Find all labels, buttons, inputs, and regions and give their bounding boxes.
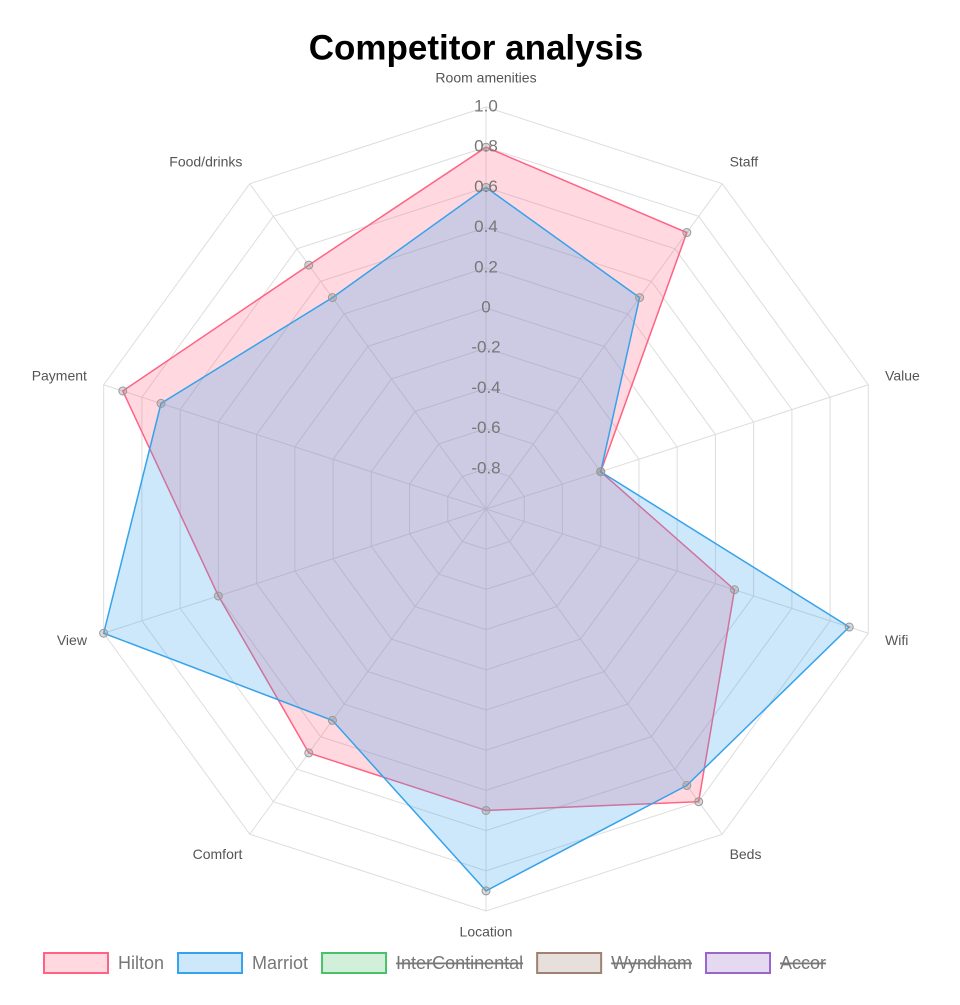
r-tick-label: 0.6	[474, 177, 498, 196]
legend-label: Marriot	[252, 953, 308, 973]
angle-line	[249, 508, 487, 835]
data-point	[304, 260, 314, 270]
series-area	[121, 146, 736, 812]
data-point	[99, 628, 109, 638]
axis-label: View	[57, 632, 88, 648]
series-area	[102, 186, 851, 892]
data-point	[730, 585, 740, 595]
angle-line	[103, 384, 487, 510]
chart-title: Competitor analysis	[309, 28, 644, 67]
legend-label: Wyndham	[611, 953, 692, 973]
axis-label: Payment	[32, 367, 87, 383]
legend-label: InterContinental	[396, 953, 523, 973]
r-tick-label: 0	[481, 297, 490, 316]
data-point	[327, 293, 337, 303]
r-tick-label: -0.8	[471, 458, 500, 477]
legend: Hilton Marriot InterContinental Wyndham Acco…	[43, 952, 826, 974]
axis-label: Comfort	[193, 846, 243, 862]
r-tick-label: -0.4	[471, 378, 500, 397]
axis-label: Value	[885, 367, 920, 383]
r-tick-label: 0.4	[474, 217, 498, 236]
data-point	[118, 386, 128, 396]
data-point	[682, 228, 692, 238]
data-point	[694, 797, 704, 807]
data-point	[596, 467, 606, 477]
data-point	[481, 806, 491, 815]
angle-line	[103, 508, 487, 634]
data-point	[481, 886, 491, 896]
axis-label: Beds	[730, 846, 762, 862]
legend-swatch	[705, 952, 772, 974]
data-point	[844, 622, 854, 632]
data-point	[635, 293, 645, 303]
r-tick-label: 1.0	[474, 96, 498, 115]
angle-line	[249, 183, 487, 510]
angle-line	[485, 508, 723, 835]
r-tick-label: -0.6	[471, 418, 500, 437]
angle-line	[485, 384, 869, 510]
legend-label: Hilton	[118, 953, 164, 973]
data-point	[304, 748, 314, 758]
axis-label: Food/drinks	[169, 153, 242, 169]
data-point	[682, 780, 692, 790]
r-tick-label: -0.2	[471, 338, 500, 357]
data-point	[156, 398, 166, 408]
legend-swatch	[536, 952, 603, 974]
legend-swatch	[177, 952, 244, 974]
data-point	[213, 591, 223, 601]
legend-label: Accor	[780, 953, 826, 973]
axis-label: Location	[460, 924, 513, 940]
angle-line	[485, 508, 869, 634]
legend-swatch	[321, 952, 388, 974]
data-point	[327, 715, 337, 725]
axis-label: Wifi	[885, 632, 908, 648]
r-tick-label: 0.2	[474, 257, 498, 276]
data-point	[481, 142, 491, 152]
legend-swatch	[43, 952, 109, 974]
axis-label: Staff	[730, 153, 759, 169]
axis-label: Room amenities	[435, 70, 536, 86]
angle-line	[485, 183, 723, 510]
data-point	[481, 182, 491, 192]
r-tick-label: 0.8	[474, 137, 498, 156]
